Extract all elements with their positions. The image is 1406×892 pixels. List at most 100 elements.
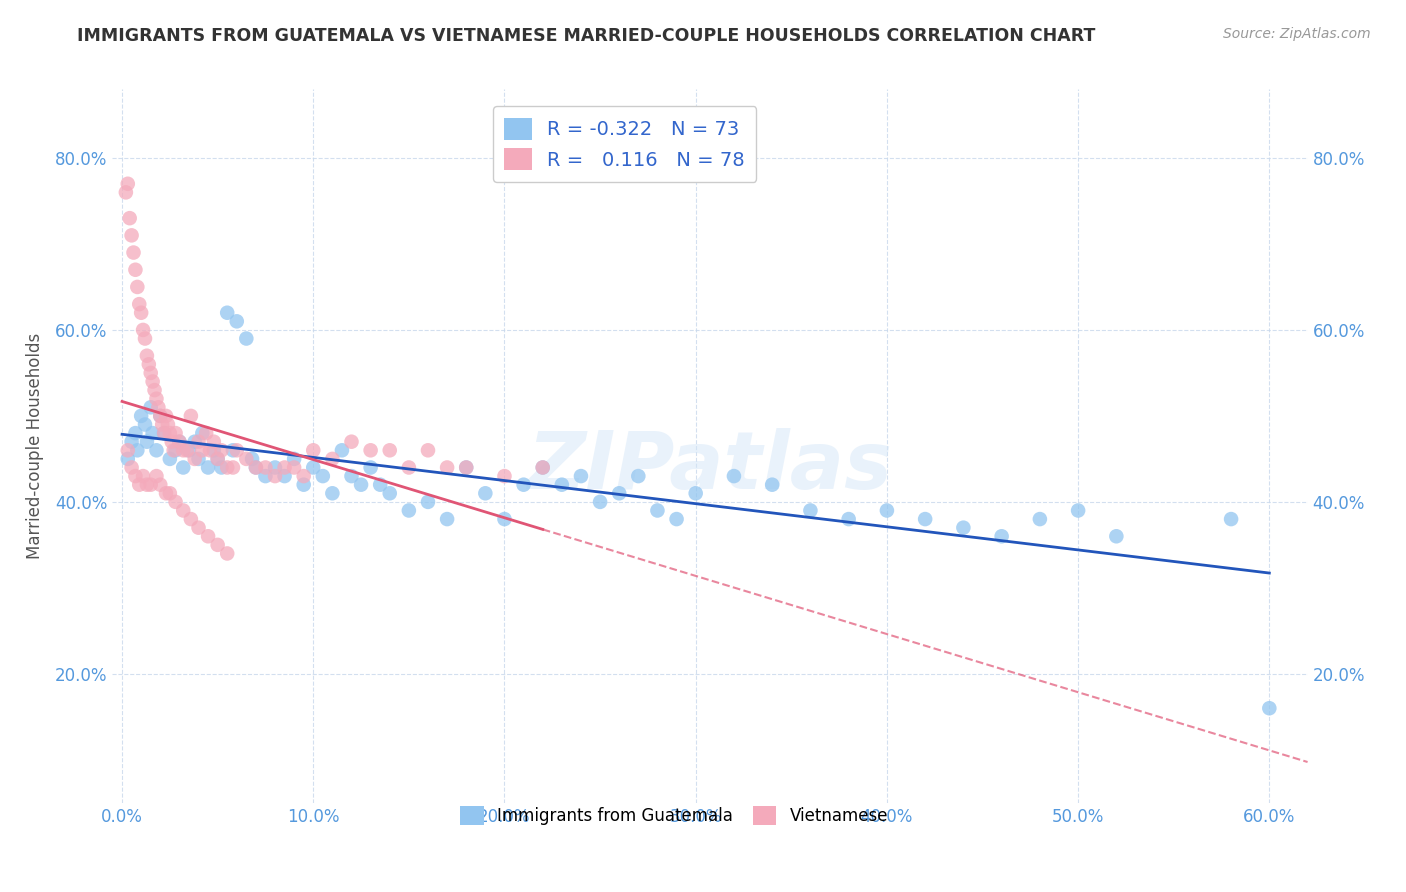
Point (254, 469, 277, 483)
Point (198, 443, 221, 458)
Point (302, 443, 325, 458)
Point (378, 486, 401, 500)
Point (368, 477, 391, 491)
Point (197, 460, 219, 475)
Point (211, 460, 233, 475)
Point (222, 443, 245, 458)
Point (283, 451, 305, 466)
Point (245, 460, 267, 475)
Point (159, 451, 181, 466)
Text: Source: ZipAtlas.com: Source: ZipAtlas.com (1223, 27, 1371, 41)
Point (124, 469, 146, 483)
Point (531, 460, 554, 475)
Point (149, 409, 172, 423)
Point (292, 477, 315, 491)
Point (139, 366, 162, 380)
Point (723, 469, 745, 483)
Point (589, 495, 612, 509)
Point (121, 228, 143, 243)
Point (169, 434, 191, 449)
Point (1258, 701, 1281, 715)
Point (195, 426, 218, 441)
Point (235, 332, 257, 346)
Point (134, 332, 156, 346)
Y-axis label: Married-couple Households: Married-couple Households (25, 333, 44, 559)
Point (211, 443, 233, 458)
Point (436, 460, 458, 475)
Point (990, 529, 1012, 543)
Point (202, 443, 225, 458)
Point (494, 469, 516, 483)
Point (153, 426, 176, 441)
Point (217, 306, 239, 320)
Point (569, 469, 592, 483)
Point (876, 503, 898, 517)
Point (321, 486, 343, 500)
Point (340, 469, 363, 483)
Point (142, 375, 165, 389)
Point (627, 469, 650, 483)
Point (330, 443, 353, 458)
Point (187, 521, 209, 535)
Point (121, 434, 143, 449)
Point (117, 177, 139, 191)
Point (217, 460, 239, 475)
Point (148, 401, 170, 415)
Point (416, 495, 439, 509)
Point (128, 477, 150, 491)
Point (155, 409, 177, 423)
Point (165, 426, 187, 441)
Point (312, 469, 335, 483)
Point (685, 486, 707, 500)
Point (1029, 512, 1052, 526)
Point (143, 383, 166, 397)
Point (222, 460, 245, 475)
Point (122, 245, 145, 260)
Point (145, 443, 167, 458)
Point (124, 262, 146, 277)
Point (302, 460, 325, 475)
Point (217, 546, 239, 560)
Point (165, 443, 187, 458)
Point (172, 460, 194, 475)
Text: ZIPatlas: ZIPatlas (527, 428, 893, 507)
Point (139, 477, 162, 491)
Point (142, 426, 165, 441)
Point (149, 409, 172, 423)
Point (264, 469, 287, 483)
Point (117, 443, 139, 458)
Point (149, 477, 172, 491)
Point (456, 460, 478, 475)
Point (398, 503, 420, 517)
Point (134, 417, 156, 432)
Point (183, 434, 205, 449)
Point (225, 443, 247, 458)
Point (436, 512, 458, 526)
Point (156, 417, 179, 432)
Point (665, 512, 688, 526)
Point (135, 477, 157, 491)
Point (273, 469, 295, 483)
Point (1105, 529, 1128, 543)
Point (761, 477, 783, 491)
Point (138, 357, 160, 371)
Point (914, 512, 936, 526)
Point (264, 460, 287, 475)
Point (378, 443, 401, 458)
Point (135, 349, 157, 363)
Point (360, 460, 382, 475)
Point (207, 538, 229, 552)
Point (799, 503, 821, 517)
Point (163, 443, 186, 458)
Point (180, 512, 202, 526)
Point (321, 451, 343, 466)
Point (398, 460, 420, 475)
Point (124, 426, 146, 441)
Point (202, 434, 225, 449)
Point (207, 451, 229, 466)
Point (127, 280, 149, 294)
Text: IMMIGRANTS FROM GUATEMALA VS VIETNAMESE MARRIED-COUPLE HOUSEHOLDS CORRELATION CH: IMMIGRANTS FROM GUATEMALA VS VIETNAMESE … (77, 27, 1095, 45)
Point (118, 211, 141, 226)
Point (283, 460, 305, 475)
Point (340, 434, 363, 449)
